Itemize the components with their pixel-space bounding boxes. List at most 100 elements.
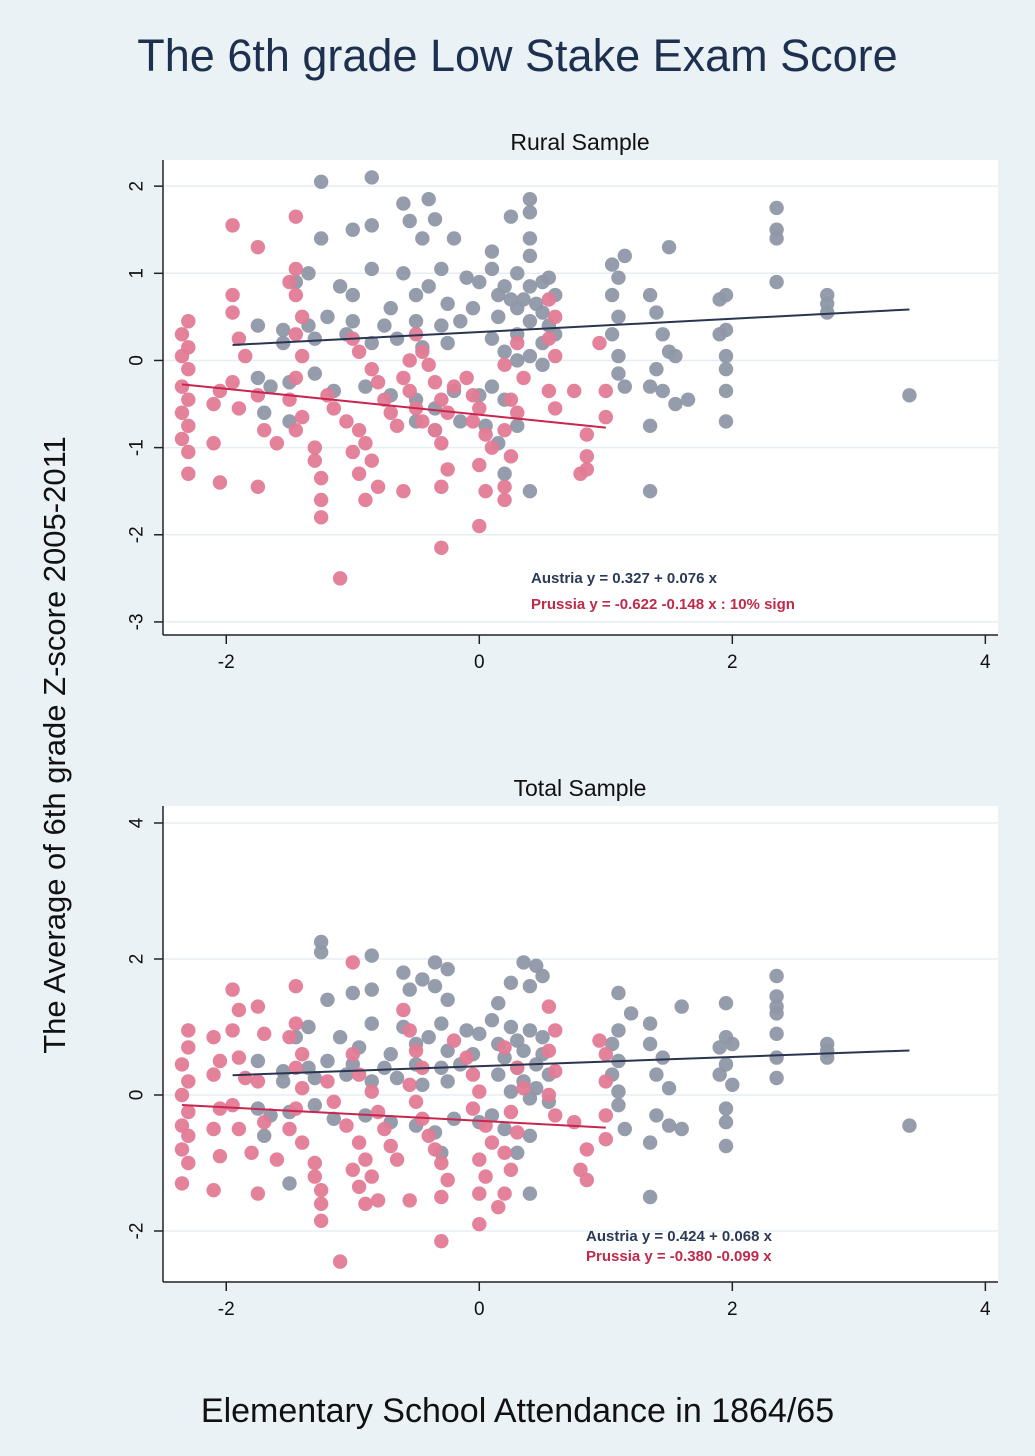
total-prussia-point-76: [434, 1189, 449, 1205]
rural-prussia-point-0: [181, 314, 196, 329]
total-prussia-point-103: [541, 1087, 557, 1103]
total-prussia-point-98: [491, 1200, 506, 1215]
total-austria-point-16: [503, 975, 519, 990]
rural-austria-point-73: [364, 335, 379, 351]
total-austria-point-85: [282, 1176, 297, 1191]
rural-prussia-point-92: [503, 392, 519, 407]
total-prussia-point-40: [294, 1135, 310, 1150]
rural-austria-point-120: [718, 287, 734, 303]
rural-prussia-point-91: [516, 370, 531, 386]
total-prussia-point-25: [244, 1145, 259, 1161]
total-austria-point-105: [642, 1189, 658, 1205]
total-austria-point-15: [535, 968, 550, 984]
total-prussia-point-37: [294, 1081, 310, 1096]
rural-prussia-point-67: [408, 327, 424, 342]
rural-prussia-point-21: [225, 375, 240, 390]
rural-austria-point-108: [649, 305, 664, 320]
rural-austria-point-104: [611, 348, 626, 364]
total-prussia-point-24: [231, 1121, 247, 1137]
total-prussia-fit-line: [181, 1103, 606, 1129]
total-prussia-point-44: [313, 1196, 329, 1212]
rural-prussia-point-1: [174, 327, 190, 342]
total-austria-point-25: [503, 1019, 519, 1035]
rural-prussia-point-10: [181, 444, 196, 460]
total-austria-point-4: [415, 972, 430, 987]
total-austria-point-101: [661, 1118, 677, 1133]
total-prussia-point-75: [440, 1172, 455, 1188]
rural-prussia-point-86: [472, 457, 487, 473]
rural-prussia-point-29: [288, 261, 304, 277]
rural-prussia-point-46: [326, 401, 341, 416]
rural-prussia-point-14: [206, 436, 221, 451]
total-prussia-point-113: [598, 1132, 614, 1147]
rural-austria-point-105: [611, 366, 626, 381]
total-prussia-point-46: [332, 1254, 348, 1269]
rural-prussia-point-42: [313, 492, 329, 508]
rural-austria-point-48: [497, 344, 512, 359]
total-prussia-point-35: [294, 1047, 310, 1062]
total-austria-point-6: [440, 962, 455, 977]
total-prussia-point-105: [566, 1115, 582, 1130]
rural-austria-point-112: [649, 361, 664, 377]
total-austria-point-111: [712, 1067, 727, 1082]
rural-prussia-point-109: [598, 383, 614, 399]
rural-austria-point-17: [617, 248, 632, 264]
total-prussia-point-4: [174, 1087, 190, 1103]
total-prussia-point-90: [497, 1040, 512, 1055]
rural-prussia-point-84: [478, 427, 493, 442]
rural-austria-point-7: [522, 205, 538, 220]
total-austria-equation: Austria y = 0.424 + 0.068 x: [586, 1228, 773, 1245]
rural-austria-point-117: [642, 418, 658, 434]
rural-prussia-point-22: [231, 401, 247, 416]
rural-y-tick-label-5: 2: [127, 181, 148, 192]
total-prussia-point-69: [402, 1077, 417, 1093]
total-prussia-point-13: [206, 1067, 221, 1082]
rural-prussia-point-85: [484, 440, 500, 455]
rural-prussia-point-110: [598, 409, 614, 425]
rural-austria-point-59: [440, 296, 455, 312]
rural-prussia-point-103: [547, 401, 563, 416]
rural-prussia-point-59: [383, 405, 398, 420]
total-panel-title: Total Sample: [514, 775, 647, 801]
total-prussia-point-96: [503, 1162, 519, 1178]
rural-prussia-equation: Prussia y = -0.622 -0.148 x : 10% sign: [531, 596, 795, 613]
rural-prussia-point-55: [351, 344, 367, 359]
total-austria-point-59: [250, 1053, 266, 1069]
total-prussia-point-17: [206, 1183, 221, 1198]
rural-austria-point-103: [604, 327, 620, 342]
total-austria-point-80: [522, 1128, 538, 1144]
rural-y-tick-label-0: -3: [127, 613, 148, 630]
total-prussia-point-34: [282, 1030, 297, 1045]
rural-prussia-point-99: [547, 309, 563, 325]
total-prussia-point-14: [212, 1101, 228, 1116]
rural-prussia-point-3: [174, 348, 190, 364]
rural-prussia-point-31: [288, 287, 304, 303]
total-prussia-equation: Prussia y = -0.380 -0.099 x: [586, 1248, 772, 1265]
rural-prussia-point-23: [250, 239, 266, 255]
total-prussia-point-83: [465, 1101, 481, 1116]
total-austria-point-48: [421, 1030, 436, 1045]
total-prussia-point-29: [257, 1115, 272, 1130]
rural-austria-point-52: [301, 266, 316, 281]
total-prussia-point-53: [364, 1169, 379, 1184]
total-y-tick-label-0: -2: [127, 1223, 148, 1240]
rural-austria-point-26: [459, 270, 474, 285]
rural-austria-point-49: [510, 353, 525, 368]
total-prussia-point-31: [250, 1186, 266, 1201]
total-prussia-point-72: [421, 1128, 436, 1144]
total-y-tick-label-3: 4: [127, 817, 148, 828]
rural-prussia-point-57: [370, 375, 386, 390]
total-austria-point-19: [364, 1016, 379, 1031]
rural-prussia-point-77: [434, 540, 449, 556]
rural-austria-point-40: [529, 296, 544, 312]
total-austria-point-87: [623, 1006, 639, 1021]
rural-prussia-point-41: [313, 470, 329, 486]
total-prussia-point-66: [402, 1023, 417, 1038]
total-prussia-point-92: [516, 1081, 531, 1096]
rural-austria-point-41: [491, 309, 506, 325]
total-prussia-point-63: [389, 1152, 405, 1167]
rural-x-tick-label-1: 0: [474, 652, 485, 673]
rural-prussia-point-111: [579, 462, 595, 477]
total-prussia-point-41: [307, 1155, 323, 1171]
